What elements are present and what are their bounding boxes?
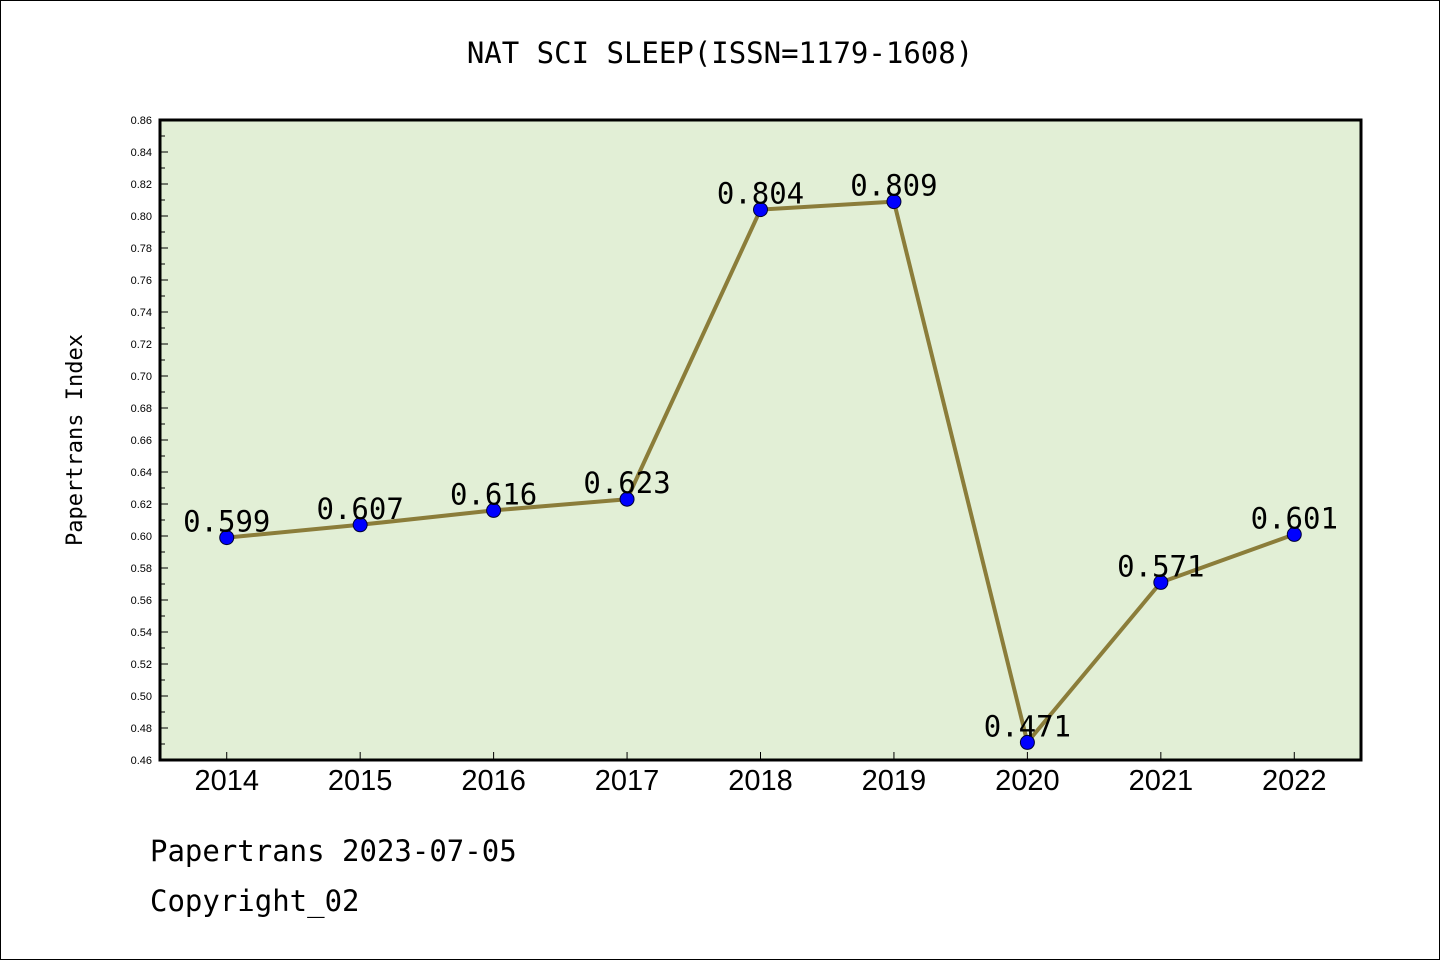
y-tick-label: 0.60	[131, 531, 152, 543]
footer-copyright: Copyright_02	[150, 884, 360, 918]
series-markers	[219, 194, 1302, 750]
x-tick-label: 2021	[1129, 765, 1194, 797]
y-tick-label: 0.50	[131, 691, 152, 703]
data-point	[1153, 574, 1169, 590]
y-tick-label: 0.72	[131, 339, 152, 351]
data-label: 0.809	[850, 169, 937, 203]
y-tick-label: 0.70	[131, 371, 152, 383]
y-tick-label: 0.52	[131, 659, 152, 671]
x-axis: 2014 2015 2016 2017 2018 2019 2020 2021 2022	[194, 752, 1327, 797]
data-point	[1286, 526, 1302, 542]
data-label: 0.616	[450, 477, 537, 511]
y-tick-label: 0.62	[131, 499, 152, 511]
y-tick-label: 0.84	[131, 147, 152, 159]
y-tick-label: 0.80	[131, 211, 152, 223]
data-label: 0.607	[317, 492, 404, 526]
x-tick-label: 2014	[194, 765, 259, 797]
y-tick-label: 0.86	[131, 115, 152, 127]
y-tick-label: 0.82	[131, 179, 152, 191]
y-tick-label: 0.66	[131, 435, 152, 447]
x-tick-label: 2019	[862, 765, 927, 797]
data-point	[1019, 734, 1035, 750]
data-point	[352, 517, 368, 533]
data-label: 0.471	[984, 709, 1071, 743]
y-tick-label: 0.64	[131, 467, 152, 479]
y-tick-label: 0.54	[131, 627, 152, 639]
y-tick-label: 0.76	[131, 275, 152, 287]
data-label: 0.623	[583, 466, 670, 500]
x-tick-label: 2016	[461, 765, 526, 797]
x-tick-label: 2020	[995, 765, 1060, 797]
data-point	[886, 194, 902, 210]
y-tick-label: 0.46	[131, 755, 152, 767]
y-axis-title: Papertrans Index	[63, 334, 88, 546]
data-point	[619, 491, 635, 507]
x-tick-label: 2022	[1262, 765, 1327, 797]
x-tick-label: 2018	[728, 765, 793, 797]
data-label: 0.804	[717, 177, 804, 211]
y-tick-label: 0.58	[131, 563, 152, 575]
data-point	[486, 502, 502, 518]
plot-border	[158, 118, 1363, 762]
chart-title: NAT SCI SLEEP(ISSN=1179-1608)	[466, 36, 974, 70]
y-tick-label: 0.78	[131, 243, 152, 255]
x-tick-label: 2017	[595, 765, 660, 797]
data-labels: 0.599 0.607 0.616 0.623 0.804 0.809 0.471 0.571…	[183, 169, 1338, 744]
data-label: 0.571	[1117, 549, 1204, 583]
footer-date: Papertrans 2023-07-05	[150, 834, 517, 868]
y-tick-label: 0.68	[131, 403, 152, 415]
data-label: 0.599	[183, 505, 270, 539]
data-point	[753, 202, 768, 218]
data-label: 0.601	[1251, 501, 1338, 535]
y-axis: 0.46 0.48 0.50 0.52 0.54 0.56 0.58 0.60 0.62 0.64…	[131, 115, 168, 767]
x-tick-label: 2015	[328, 765, 393, 797]
plot-area	[160, 120, 1361, 760]
data-point	[219, 530, 235, 546]
y-tick-label: 0.74	[131, 307, 152, 319]
y-tick-label: 0.56	[131, 595, 152, 607]
y-tick-label: 0.48	[131, 723, 152, 735]
